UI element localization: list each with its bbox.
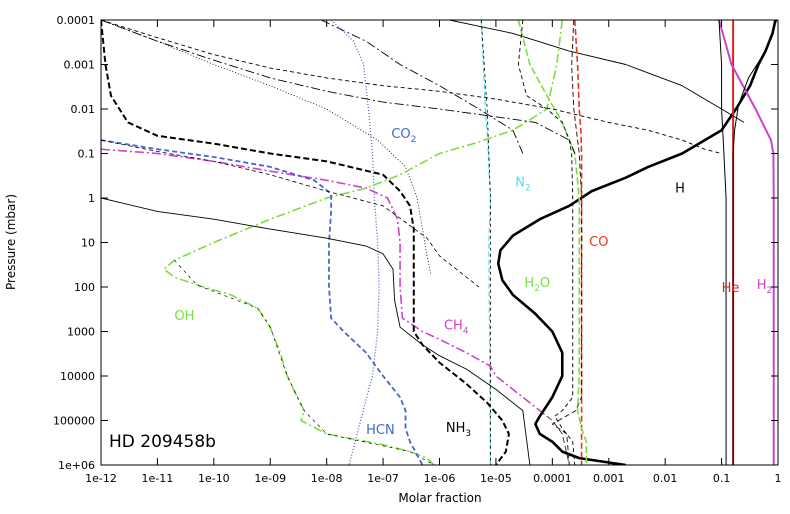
- series-label-h-2: H2O: [524, 276, 550, 294]
- series-line-co: [330, 20, 380, 465]
- series-label-suffix: O: [540, 276, 550, 291]
- series-line-co2-black: [101, 20, 432, 274]
- series-line-hcn-black: [101, 139, 480, 288]
- x-tick-label: 0.001: [593, 472, 625, 485]
- x-tick-label: 1e-06: [424, 472, 456, 485]
- series-label-subscript: 2: [534, 284, 540, 294]
- x-tick-label: 1e-08: [311, 472, 343, 485]
- series-line-he-black: [732, 20, 778, 465]
- series-line-nh3-thin: [101, 197, 531, 465]
- series-line-ch: [101, 148, 541, 412]
- x-tick-label: 1e-09: [254, 472, 286, 485]
- series-line-h: [517, 20, 588, 465]
- chart-annotation: HD 209458b: [109, 432, 216, 452]
- series-label-name: He: [722, 281, 740, 296]
- series-line-h: [718, 20, 775, 465]
- x-tick-label: 1e-07: [367, 472, 399, 485]
- series-label-name: CH: [444, 318, 463, 333]
- y-tick-label: 0.1: [78, 148, 96, 161]
- x-tick-label: 1e-12: [85, 472, 117, 485]
- series-line-dashdot-low: [101, 20, 576, 154]
- series-line-h-upper-thin: [449, 20, 745, 123]
- y-tick-label: 100000: [53, 415, 95, 428]
- series-label-h: H: [675, 181, 685, 196]
- series-label-subscript: 2: [767, 286, 773, 296]
- plot-frame: [100, 19, 779, 466]
- series-line-dashdot-upper: [321, 20, 524, 154]
- x-axis-label: Molar fraction: [398, 491, 481, 505]
- x-tick-label: 1e-10: [198, 472, 230, 485]
- series-label-he: He: [722, 281, 740, 296]
- x-tick-label: 0.0001: [533, 472, 572, 485]
- series-label-name: NH: [446, 421, 466, 436]
- series-label-name: OH: [174, 309, 194, 324]
- series-label-ch-4: CH4: [444, 318, 469, 336]
- series-label-subscript: 2: [411, 135, 417, 145]
- series-line-oh: [163, 20, 564, 465]
- series-line-n: [480, 20, 492, 465]
- series-line-ch4-black: [539, 410, 570, 465]
- series-label-name: CO: [589, 235, 608, 250]
- y-tick-label: 100: [74, 281, 95, 294]
- y-tick-label: 10: [81, 237, 95, 250]
- y-tick-label: 1e+06: [58, 459, 95, 472]
- series-label-nh-3: NH3: [446, 421, 471, 439]
- y-tick-label: 0.01: [71, 103, 96, 116]
- series-layer: [101, 20, 778, 465]
- series-label-name: H: [757, 278, 767, 293]
- series-label-name: CO: [391, 127, 410, 142]
- y-tick-label: 0.001: [64, 59, 96, 72]
- series-label-name: HCN: [366, 423, 395, 438]
- series-label-name: N: [515, 175, 525, 190]
- y-tick-label: 0.0001: [57, 14, 96, 27]
- y-tick-label: 1000: [67, 326, 95, 339]
- x-tick-label: 0.1: [713, 472, 731, 485]
- x-tick-label: 1e-11: [142, 472, 174, 485]
- series-label-name: H: [675, 181, 685, 196]
- series-label-n-2: N2: [515, 175, 530, 193]
- y-axis: 0.0001 0.001 0.01 0.1 1 10 100 1000 10000 100000 1…: [53, 14, 778, 472]
- series-label-h-2: H2: [757, 278, 773, 296]
- series-label-oh: OH: [174, 309, 194, 324]
- series-line-nh: [101, 20, 510, 465]
- series-label-subscript: 3: [465, 429, 471, 439]
- series-label-co-2: CO2: [391, 127, 416, 145]
- x-tick-label: 1: [775, 472, 782, 485]
- series-line-hcn: [101, 139, 424, 465]
- x-tick-label: 1e-05: [480, 472, 512, 485]
- series-label-name: H: [524, 276, 534, 291]
- series-label-subscript: 4: [463, 326, 469, 336]
- y-tick-label: 10000: [60, 370, 95, 383]
- series-label-subscript: 2: [525, 183, 531, 193]
- series-line-n2-black: [480, 20, 491, 465]
- series-line-h2o-black: [517, 20, 576, 465]
- y-axis-label: Pressure (mbar): [4, 194, 18, 290]
- series-label-co: CO: [589, 235, 608, 250]
- series-line-co-black: [551, 20, 583, 465]
- series-line-dashed-long: [101, 20, 722, 154]
- x-tick-label: 0.01: [653, 472, 678, 485]
- x-axis: 1e-12 1e-11 1e-10 1e-09 1e-08 1e-07 1e-06 1e-05…: [85, 20, 782, 485]
- series-line-h2-black: [718, 20, 727, 465]
- y-tick-label: 1: [88, 192, 95, 205]
- series-label-hcn: HCN: [366, 423, 395, 438]
